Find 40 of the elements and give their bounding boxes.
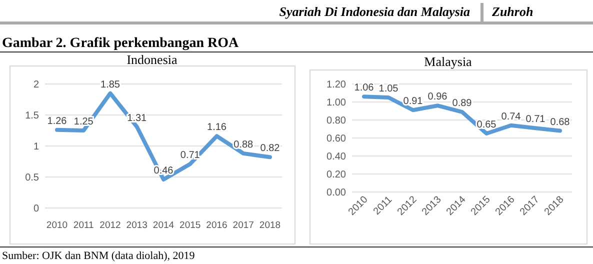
text: Sumber: OJK dan BNM (data diolah), 2019 — [2, 250, 196, 262]
data-label: 0.68 — [550, 116, 570, 128]
text: Gambar 2. Grafik perkembangan ROA — [2, 36, 240, 51]
y-tick-label: 0.80 — [326, 116, 346, 126]
y-tick-label: 0 — [33, 204, 40, 214]
data-label: 1.06 — [354, 82, 374, 94]
data-label: 0.96 — [428, 92, 448, 103]
y-tick-label: 1.20 — [326, 80, 346, 90]
x-tick-label: 2010 — [46, 220, 68, 231]
x-tick-label: 2015 — [180, 220, 201, 231]
data-label: 0.71 — [526, 114, 546, 126]
y-tick-label: 1.00 — [326, 98, 346, 108]
x-tick-label: 2018 — [259, 220, 281, 231]
data-label: 0.88 — [234, 139, 254, 150]
data-label: 1.26 — [47, 116, 68, 127]
x-tick-label: 2016 — [206, 220, 228, 231]
x-tick-label: 2014 — [152, 220, 174, 231]
data-label: 0.91 — [403, 96, 424, 108]
y-tick-label: 0.5 — [25, 172, 40, 184]
data-label: 0.74 — [501, 111, 522, 122]
y-tick-label: 2 — [33, 80, 40, 90]
x-tick-label: 2013 — [126, 220, 148, 231]
data-label: 1.85 — [100, 79, 120, 90]
x-tick-label: 2012 — [100, 220, 121, 231]
y-tick-label: 1 — [33, 142, 40, 152]
y-tick-label: 1.5 — [25, 110, 40, 122]
x-tick-label: 2017 — [232, 220, 254, 231]
data-label: 1.16 — [207, 122, 227, 134]
y-tick-label: 0.40 — [326, 152, 346, 162]
x-tick-label: 2011 — [73, 220, 94, 231]
y-tick-label: 0.60 — [326, 134, 346, 144]
text: Syariah Di Indonesia dan Malaysia — [279, 4, 470, 19]
y-tick-label: 0.00 — [326, 188, 346, 198]
data-label: 0.82 — [260, 143, 280, 154]
y-tick-label: 0.20 — [326, 170, 346, 180]
data-label: 0.89 — [452, 98, 472, 109]
chart-title: Malaysia — [424, 54, 472, 69]
chart-title: Indonesia — [126, 52, 178, 67]
text: Zuhroh — [491, 4, 534, 19]
data-label: 1.05 — [378, 84, 399, 94]
